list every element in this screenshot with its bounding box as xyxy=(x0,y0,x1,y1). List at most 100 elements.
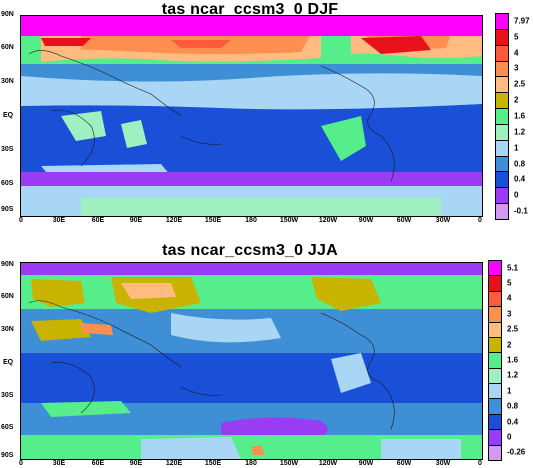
colorbar-swatch xyxy=(495,187,509,205)
panel-title: tas ncar_ccsm3_0 DJF xyxy=(161,1,339,18)
lat-label: EQ xyxy=(3,112,14,119)
lat-label: 90S xyxy=(1,206,14,213)
lat-label: 30N xyxy=(1,326,14,333)
lon-label: 0 xyxy=(478,217,482,224)
colorbar-swatch xyxy=(495,155,509,173)
colorbar-swatch xyxy=(488,413,502,431)
lat-label: 60S xyxy=(1,424,14,431)
colorbar-swatch xyxy=(495,139,509,157)
lon-label: 150W xyxy=(279,217,299,224)
colorbar-label: 0.8 xyxy=(507,401,519,411)
colorbar-label: 3 xyxy=(514,63,519,73)
lat-label: 30N xyxy=(1,78,14,85)
lon-label: 30E xyxy=(52,460,66,467)
lon-label: 120E xyxy=(165,217,183,224)
lon-label: 120W xyxy=(318,460,338,467)
colorbar-swatch xyxy=(495,76,509,94)
lat-label: 30S xyxy=(1,392,14,399)
colorbar-swatch xyxy=(488,260,502,277)
map-field-jja xyxy=(21,263,482,459)
colorbar-swatch xyxy=(488,383,502,400)
map-jja xyxy=(20,262,483,460)
colorbar-label: -0.1 xyxy=(514,206,528,216)
colorbar-swatch xyxy=(495,123,509,141)
colorbar-label: 4 xyxy=(507,293,512,303)
colorbar-label: 2 xyxy=(507,340,512,350)
lon-label: 150E xyxy=(204,460,222,467)
panel-jja: tas ncar_ccsm3_0 JJA 90N 60N 30N EQ 30S … xyxy=(0,234,533,468)
lon-label: 180 xyxy=(245,217,257,224)
colorbar-swatch xyxy=(495,108,509,125)
colorbar-label: 1.2 xyxy=(507,370,519,380)
colorbar-label: 0.8 xyxy=(514,159,526,169)
colorbar-label: 0.4 xyxy=(507,417,519,427)
lon-label: 150E xyxy=(204,217,222,224)
colorbar-swatch xyxy=(488,290,502,308)
colorbar-swatch xyxy=(488,336,502,354)
colorbar-swatch xyxy=(488,444,502,461)
lon-label: 60E xyxy=(91,217,105,224)
lon-label: 0 xyxy=(478,460,482,467)
lat-label: 90N xyxy=(1,11,14,18)
panel-djf: tas ncar_ccsm3_0 DJF 90N 60N 30N EQ 30S … xyxy=(1,1,533,224)
colorbar-swatch xyxy=(488,352,502,369)
colorbar-swatch xyxy=(488,321,502,338)
lon-label: 90E xyxy=(129,460,143,467)
colorbar-label: 1.6 xyxy=(514,111,526,121)
colorbar-label: 1 xyxy=(507,386,512,396)
colorbar-swatch xyxy=(488,275,502,292)
colorbar-label: 1 xyxy=(514,143,519,153)
map-field-djf xyxy=(21,16,482,216)
lon-label: 120E xyxy=(165,460,183,467)
lon-label: 30E xyxy=(52,217,66,224)
lat-label: EQ xyxy=(3,359,14,366)
lat-label: 60N xyxy=(1,293,14,300)
colorbar-label: 7.97 xyxy=(514,16,530,26)
map-djf xyxy=(20,15,483,217)
lon-label: 60E xyxy=(91,460,105,467)
lon-label: 180 xyxy=(245,460,257,467)
colorbar-djf: 7.97 5 4 3 2.5 2 1.6 1.2 1 0.8 0.4 0 -0.1 xyxy=(495,13,533,220)
colorbar-label: 0.4 xyxy=(514,174,526,184)
colorbar-label: 2.5 xyxy=(507,324,519,334)
colorbar-swatch xyxy=(495,44,509,62)
colorbar-swatch xyxy=(495,28,509,46)
lon-label: 60W xyxy=(396,460,412,467)
lon-label: 150W xyxy=(279,460,299,467)
colorbar-label: 0 xyxy=(507,432,512,442)
lat-label: 60S xyxy=(1,180,14,187)
colorbar-label: 1.2 xyxy=(514,127,526,137)
colorbar-swatch xyxy=(488,398,502,415)
colorbar-swatch xyxy=(495,171,509,189)
colorbar-label: -0.26 xyxy=(507,447,526,457)
lon-label: 0 xyxy=(19,460,23,467)
lon-label: 30W xyxy=(435,460,451,467)
colorbar-swatch xyxy=(495,13,509,30)
colorbar-label: 4 xyxy=(514,48,519,58)
lat-label: 60N xyxy=(1,44,14,51)
colorbar-swatch xyxy=(488,429,502,446)
colorbar-swatch xyxy=(488,367,502,385)
lat-label: 90N xyxy=(1,261,14,268)
colorbar-label: 5 xyxy=(514,32,519,42)
colorbar-label: 3 xyxy=(507,309,512,319)
lon-label: 30W xyxy=(435,217,451,224)
lon-label: 60W xyxy=(396,217,412,224)
lon-label: 0 xyxy=(19,217,23,224)
colorbar-label: 5 xyxy=(507,278,512,288)
colorbar-label: 2.5 xyxy=(514,79,526,89)
lat-label: 30S xyxy=(1,146,14,153)
lon-label: 90W xyxy=(358,460,374,467)
lon-label: 90W xyxy=(358,217,374,224)
panel-title: tas ncar_ccsm3_0 JJA xyxy=(162,242,338,259)
colorbar-label: 5.1 xyxy=(507,263,519,273)
colorbar-label: 2 xyxy=(514,95,519,105)
colorbar-jja: 5.1 5 4 3 2.5 2 1.6 1.2 1 0.8 0.4 0 -0.26 xyxy=(488,260,533,461)
colorbar-label: 0 xyxy=(514,190,519,200)
lon-label: 90E xyxy=(129,217,143,224)
colorbar-swatch xyxy=(495,92,509,110)
lon-label: 120W xyxy=(318,217,338,224)
lat-label: 90S xyxy=(1,452,14,459)
colorbar-label: 1.6 xyxy=(507,355,519,365)
colorbar-swatch xyxy=(495,203,509,220)
